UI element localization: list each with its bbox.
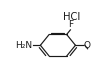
Text: HCl: HCl	[63, 12, 80, 22]
Text: O: O	[83, 41, 89, 50]
Text: H₂N: H₂N	[15, 41, 32, 50]
Text: F: F	[67, 20, 72, 29]
